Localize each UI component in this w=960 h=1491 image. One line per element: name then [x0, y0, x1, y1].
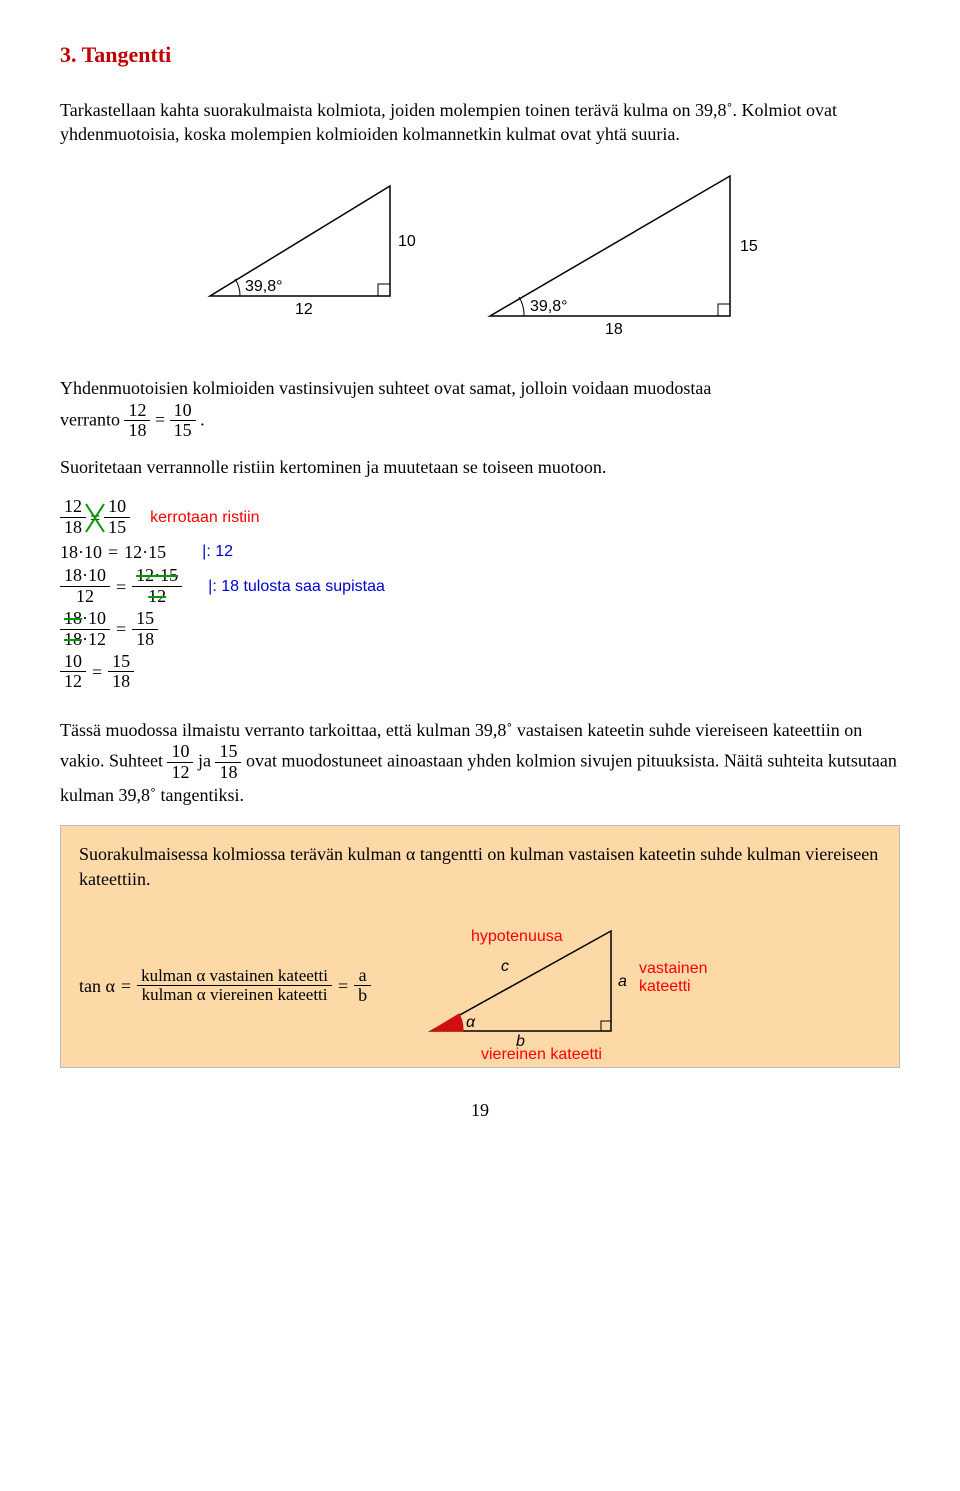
svg-text:α: α: [466, 1014, 476, 1031]
definition-text: Suorakulmaisessa kolmiossa terävän kulma…: [79, 842, 881, 891]
section-heading: 3. Tangentti: [60, 40, 900, 70]
anno-kerrotaan: kerrotaan ristiin: [150, 507, 259, 529]
svg-text:a: a: [618, 973, 627, 990]
derivation-steps: 1218 = 1015 kerrotaan ristiin 18·10 = 12…: [60, 497, 900, 692]
paragraph-1: Tarkastellaan kahta suorakulmaista kolmi…: [60, 98, 900, 147]
triangles-figure: 39,8° 10 12 39,8° 15 18: [60, 166, 900, 346]
definition-equation: tan α = kulman α vastainen kateetti kulm…: [79, 966, 371, 1007]
triangle-2: 39,8° 15 18: [470, 166, 770, 346]
p2-text-a: Yhdenmuotoisien kolmioiden vastinsivujen…: [60, 378, 711, 398]
paragraph-3: Suoritetaan verrannolle ristiin kertomin…: [60, 455, 900, 479]
triangle-1: 39,8° 10 12: [190, 166, 430, 326]
page-number: 19: [60, 1098, 900, 1122]
svg-text:vastainen: vastainen: [639, 960, 708, 977]
verranto-left: 12 18: [124, 401, 150, 442]
svg-text:39,8°: 39,8°: [245, 278, 283, 295]
p2-text-b: verranto: [60, 409, 124, 429]
svg-text:10: 10: [398, 233, 416, 250]
svg-text:18: 18: [605, 321, 623, 338]
svg-text:15: 15: [740, 238, 758, 255]
verranto-right: 10 15: [170, 401, 196, 442]
period: .: [200, 409, 205, 429]
step-3: 18·1012 = 12·1512 |: 18 tulosta saa supi…: [60, 566, 900, 607]
svg-text:c: c: [501, 958, 509, 975]
paragraph-4: Tässä muodossa ilmaistu verranto tarkoit…: [60, 718, 900, 807]
svg-text:hypotenuusa: hypotenuusa: [471, 928, 563, 945]
svg-text:39,8°: 39,8°: [530, 298, 568, 315]
paragraph-2: Yhdenmuotoisien kolmioiden vastinsivujen…: [60, 376, 900, 441]
step-5: 1012 = 1518: [60, 652, 900, 693]
svg-text:viereinen kateetti: viereinen kateetti: [481, 1046, 602, 1061]
step-4: 18·10 18·12 = 1518: [60, 609, 900, 650]
step-1: 1218 = 1015 kerrotaan ristiin: [60, 497, 900, 538]
equals-sign: =: [155, 409, 170, 429]
definition-box: Suorakulmaisessa kolmiossa terävän kulma…: [60, 825, 900, 1068]
svg-text:kateetti: kateetti: [639, 978, 691, 995]
svg-text:12: 12: [295, 301, 313, 318]
definition-triangle: α c a b hypotenuusa vastainen kateetti v…: [411, 911, 711, 1061]
step-2: 18·10 = 12·15 |: 12: [60, 540, 900, 564]
